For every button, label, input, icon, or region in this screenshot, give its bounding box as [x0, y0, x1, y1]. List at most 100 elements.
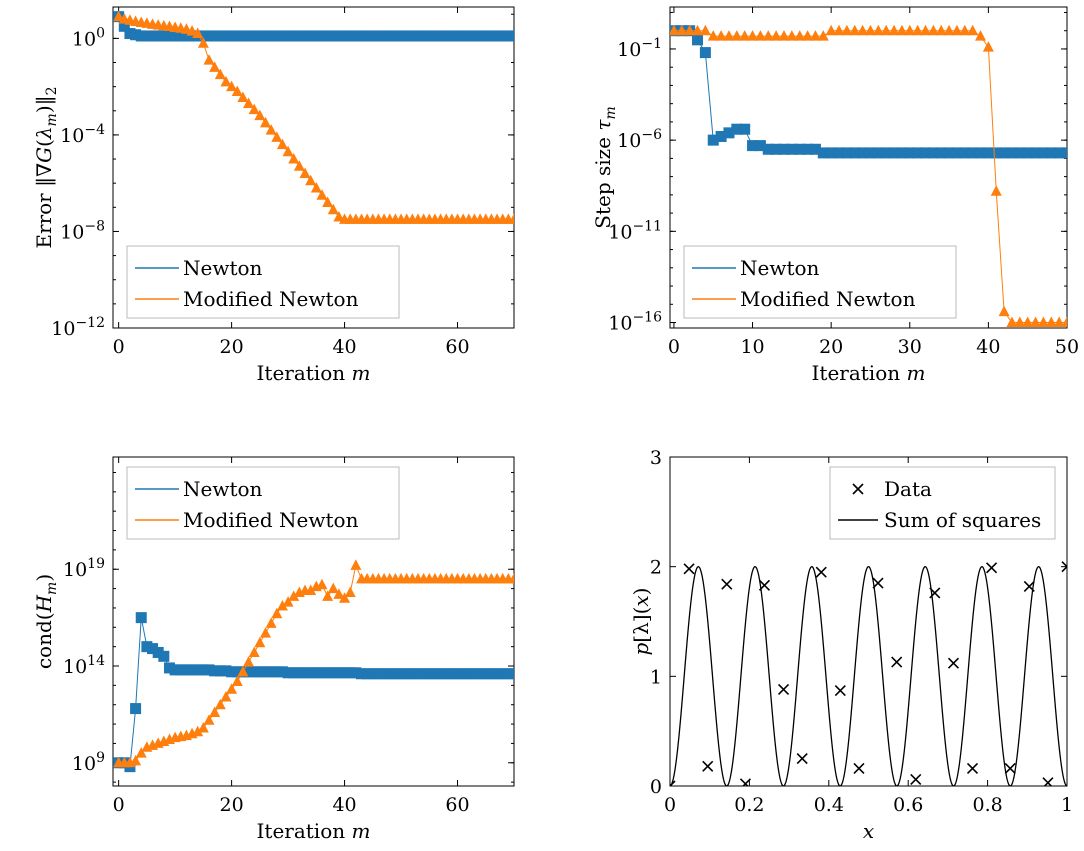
- data-point-square: [888, 147, 900, 159]
- x-tick-label: 10: [740, 336, 764, 358]
- data-point-square: [747, 140, 759, 152]
- data-point-triangle: [254, 109, 266, 121]
- data-point-triangle: [715, 30, 727, 41]
- data-point-square: [457, 30, 469, 42]
- data-point-square: [412, 30, 424, 42]
- data-point-square: [406, 668, 418, 680]
- x-tick-label: 20: [819, 336, 843, 358]
- data-point-square: [904, 147, 916, 159]
- data-point-square: [214, 30, 226, 42]
- plot-frame: [112, 6, 515, 329]
- data-point-square: [1061, 147, 1067, 159]
- data-point-square: [141, 30, 153, 42]
- data-point-triangle: [220, 690, 232, 702]
- data-point-square: [209, 30, 221, 42]
- data-point-triangle: [197, 721, 209, 733]
- y-axis-label: Error ‖∇G(λm)‖2: [32, 86, 60, 248]
- data-point-square: [130, 29, 142, 41]
- data-point-square: [141, 641, 153, 653]
- data-point-square: [446, 30, 458, 42]
- data-point-square: [310, 667, 322, 679]
- data-point-square: [457, 668, 469, 680]
- data-point-triangle: [305, 174, 317, 186]
- data-point-square: [226, 666, 238, 678]
- data-point-square: [440, 668, 452, 680]
- data-point-square: [959, 147, 971, 159]
- data-point-x: [947, 657, 960, 669]
- data-point-square: [446, 668, 458, 680]
- data-point-square: [135, 30, 147, 42]
- data-point-triangle: [508, 572, 514, 584]
- data-point-triangle: [707, 30, 719, 41]
- data-point-square: [418, 30, 430, 42]
- data-point-square: [770, 143, 782, 155]
- series-newton: [113, 11, 514, 42]
- data-point-square: [152, 30, 164, 42]
- data-point-square: [220, 665, 232, 677]
- x-axis-label: Iteration m: [257, 361, 371, 385]
- y-tick-label: 10−8: [60, 218, 105, 243]
- data-point-square: [406, 30, 418, 42]
- data-point-square: [401, 30, 413, 42]
- data-point-square: [282, 667, 294, 679]
- data-point-square: [180, 664, 192, 676]
- data-point-triangle: [699, 24, 711, 36]
- data-point-square: [288, 30, 300, 42]
- data-point-square: [305, 667, 317, 679]
- data-point-triangle: [192, 27, 204, 39]
- data-point-square: [192, 664, 204, 676]
- x-tick-label: 40: [332, 794, 356, 816]
- data-point-triangle: [943, 24, 955, 36]
- series-newton: [670, 25, 1067, 159]
- data-point-triangle: [959, 24, 971, 36]
- data-point-square: [841, 147, 853, 159]
- data-point-x: [721, 578, 733, 590]
- data-point-triangle: [1037, 316, 1049, 328]
- data-point-triangle: [967, 24, 979, 36]
- data-point-square: [293, 667, 305, 679]
- data-point-square: [339, 30, 351, 42]
- legend-box: [126, 245, 400, 319]
- data-point-square: [857, 147, 869, 159]
- data-point-triangle: [231, 675, 243, 686]
- data-point-square: [786, 143, 798, 155]
- data-point-triangle: [327, 203, 339, 215]
- data-point-square: [468, 668, 480, 680]
- x-tick-label: 0: [664, 794, 676, 816]
- data-point-square: [872, 147, 884, 159]
- data-point-triangle: [723, 30, 735, 41]
- legend-label: Data: [884, 477, 932, 501]
- data-point-triangle: [1030, 316, 1042, 328]
- data-point-square: [982, 147, 994, 159]
- data-point-square: [254, 30, 266, 42]
- data-point-square: [395, 30, 407, 42]
- data-point-triangle: [998, 305, 1010, 317]
- data-point-triangle: [276, 600, 288, 611]
- data-point-square: [502, 668, 514, 680]
- fit-curve: [670, 565, 1067, 786]
- data-point-square: [754, 140, 766, 152]
- y-tick-label: 1014: [63, 653, 105, 678]
- data-point-triangle: [259, 116, 271, 128]
- series-line: [118, 563, 514, 764]
- data-point-x: [777, 683, 790, 696]
- data-point-triangle: [209, 706, 221, 717]
- data-point-square: [707, 134, 719, 146]
- data-point-triangle: [1045, 316, 1057, 328]
- legend: Newton Modified Newton: [126, 245, 400, 319]
- data-point-square: [259, 30, 271, 42]
- data-point-triangle: [288, 590, 300, 601]
- data-point-square: [299, 30, 311, 42]
- data-point-triangle: [817, 30, 829, 41]
- x-axis-label: x: [863, 819, 874, 843]
- data-point-triangle: [293, 160, 305, 171]
- data-point-square: [333, 667, 345, 679]
- data-point-square: [259, 666, 271, 678]
- data-point-square: [485, 30, 497, 42]
- legend-label: Modified Newton: [183, 508, 359, 532]
- data-point-triangle: [676, 24, 688, 36]
- y-axis-label: Step size τm: [591, 106, 619, 228]
- data-point-triangle: [1022, 316, 1034, 328]
- legend-box: [126, 466, 400, 540]
